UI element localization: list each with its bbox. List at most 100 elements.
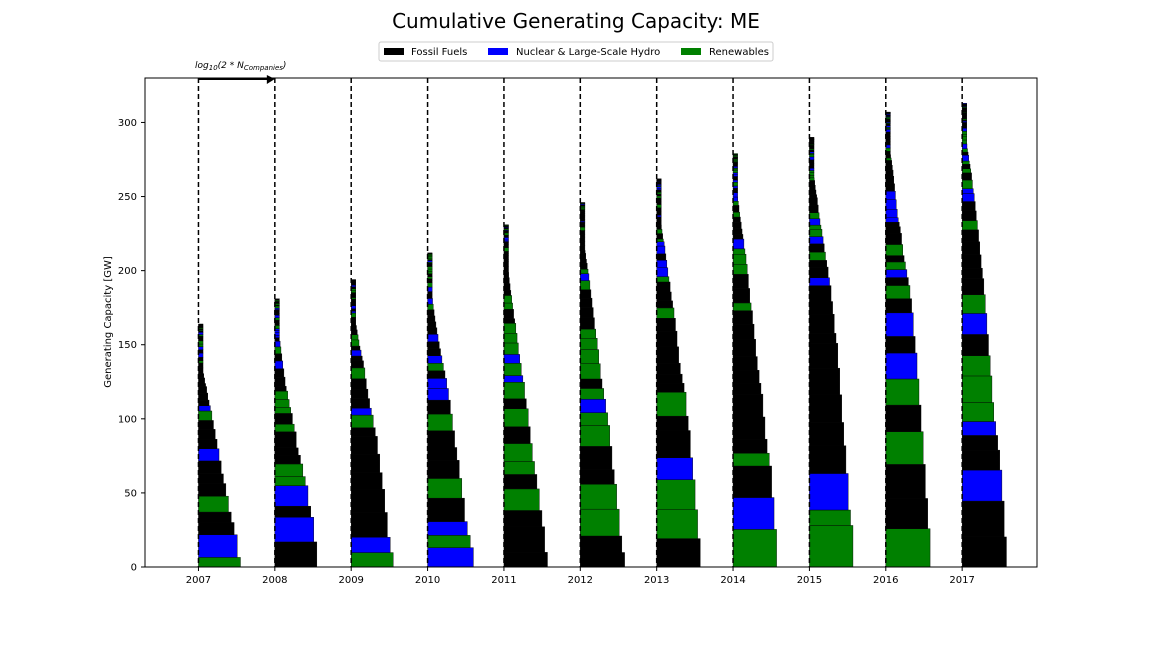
capacity-segment — [274, 463, 304, 477]
capacity-segment — [274, 353, 283, 362]
capacity-segment — [961, 355, 991, 377]
capacity-segment — [427, 430, 455, 448]
capacity-segment — [809, 277, 830, 286]
capacity-segment — [274, 340, 281, 348]
x-tick-label: 2009 — [338, 575, 363, 586]
capacity-segment — [885, 285, 911, 299]
capacity-segment — [809, 154, 815, 158]
capacity-segment — [198, 330, 204, 333]
capacity-segment — [961, 334, 989, 356]
capacity-segment — [427, 413, 453, 431]
capacity-segment — [656, 509, 698, 539]
capacity-segment — [198, 557, 241, 568]
capacity-segment — [427, 348, 441, 356]
capacity-segment — [656, 195, 662, 199]
capacity-segment — [350, 427, 376, 437]
capacity-segment — [961, 229, 979, 242]
capacity-segment — [885, 169, 894, 177]
capacity-segment — [274, 541, 318, 568]
capacity-segment — [732, 288, 750, 304]
capacity-segment — [274, 390, 288, 400]
legend-frame — [378, 41, 774, 62]
capacity-segment — [809, 204, 819, 213]
capacity-segment — [656, 362, 681, 375]
capacity-segment — [809, 243, 825, 253]
capacity-segment — [961, 131, 967, 135]
capacity-segment — [274, 431, 297, 449]
capacity-segment — [503, 302, 513, 310]
capacity-segment — [350, 367, 366, 379]
capacity-segment — [809, 473, 849, 511]
capacity-segment — [732, 238, 745, 250]
capacity-segment — [580, 328, 596, 339]
capacity-segment — [809, 422, 844, 446]
capacity-segment — [732, 452, 770, 467]
capacity-segment — [198, 405, 211, 412]
capacity-segment — [198, 448, 220, 462]
capacity-segment — [961, 164, 971, 170]
plot-area — [197, 78, 1007, 568]
capacity-segment — [732, 438, 768, 454]
capacity-segment — [503, 295, 512, 304]
capacity-segment — [809, 184, 816, 191]
annotation-arrow-head — [266, 75, 275, 84]
capacity-segment — [961, 375, 993, 403]
capacity-segment — [732, 205, 740, 213]
capacity-segment — [198, 383, 206, 387]
capacity-segment — [274, 314, 280, 318]
capacity-segment — [961, 267, 983, 279]
capacity-segment — [656, 383, 685, 393]
capacity-segment — [732, 416, 766, 440]
capacity-segment — [885, 209, 898, 218]
legend-swatch-renewables — [681, 48, 701, 55]
capacity-segment — [656, 479, 696, 510]
capacity-segment — [809, 525, 854, 568]
x-tick-label: 2007 — [186, 575, 211, 586]
capacity-segment — [503, 375, 524, 383]
capacity-segment — [198, 473, 224, 484]
capacity-segment — [961, 154, 969, 162]
y-tick-label: 250 — [118, 192, 137, 203]
capacity-segment — [580, 535, 623, 553]
capacity-segment — [656, 238, 664, 242]
capacity-segment — [656, 281, 671, 293]
capacity-segment — [809, 180, 815, 186]
capacity-segment — [961, 210, 977, 221]
capacity-segment — [961, 188, 974, 194]
capacity-segment — [961, 179, 973, 189]
capacity-segment — [885, 336, 916, 354]
capacity-segment — [885, 154, 891, 159]
x-tick-label: 2016 — [873, 575, 898, 586]
capacity-segment — [656, 415, 689, 431]
capacity-segment — [809, 212, 820, 219]
capacity-segment — [885, 352, 918, 380]
y-axis: 0 50 100 150 200 250 300 — [118, 118, 145, 574]
capacity-segment — [809, 229, 823, 237]
capacity-segment — [503, 526, 545, 553]
capacity-segment — [427, 478, 463, 499]
capacity-segment — [885, 157, 892, 161]
capacity-segment — [961, 469, 1003, 502]
capacity-segment — [961, 402, 994, 422]
capacity-segment — [274, 485, 309, 507]
capacity-segment — [350, 378, 367, 390]
capacity-segment — [503, 363, 522, 376]
capacity-segment — [732, 383, 762, 395]
capacity-segment — [885, 277, 909, 286]
capacity-segment — [732, 393, 764, 418]
capacity-segment — [350, 329, 358, 335]
y-tick-label: 0 — [131, 563, 137, 574]
capacity-segment — [961, 168, 971, 174]
capacity-segment — [580, 297, 593, 308]
capacity-segment — [732, 323, 755, 340]
capacity-segment — [885, 138, 891, 143]
capacity-segment — [809, 163, 815, 166]
capacity-segment — [274, 360, 284, 369]
capacity-segment — [350, 537, 391, 553]
capacity-segment — [350, 398, 370, 409]
capacity-segment — [580, 226, 586, 231]
capacity-segment — [732, 179, 738, 183]
capacity-segment — [427, 535, 471, 548]
capacity-segment — [580, 398, 606, 413]
